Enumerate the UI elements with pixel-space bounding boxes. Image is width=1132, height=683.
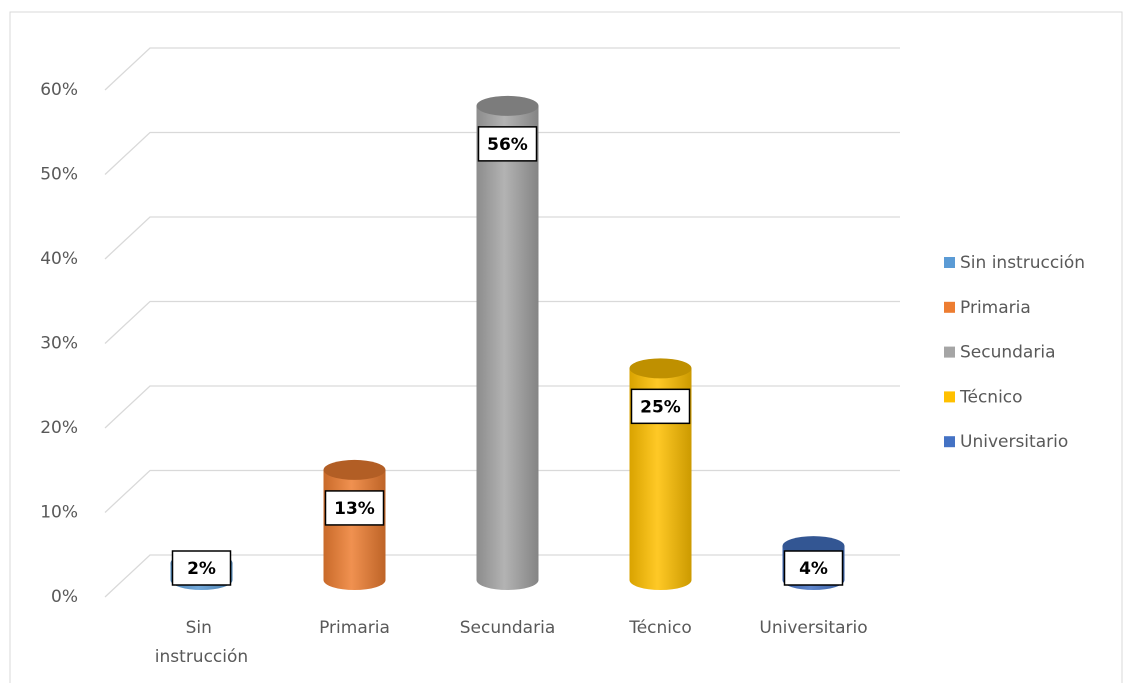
value-label-box	[324, 490, 385, 526]
x-tick-label: Universitario	[759, 618, 867, 638]
bar-top	[323, 459, 386, 480]
x-tick-label: Sin instrucción	[155, 618, 248, 667]
bar	[476, 105, 539, 580]
value-label-box	[171, 550, 232, 586]
legend-label: Sin instrucción	[960, 253, 1085, 273]
x-tick-label: Primaria	[319, 618, 390, 638]
y-tick-label: 0%	[51, 587, 78, 607]
bar-top	[476, 95, 539, 116]
y-tick-label: 40%	[40, 249, 78, 269]
legend-swatch	[944, 346, 955, 358]
y-tick-label: 10%	[40, 503, 78, 523]
value-label-box	[477, 126, 538, 162]
legend-swatch	[944, 301, 955, 313]
chart-frame	[9, 11, 1123, 683]
legend-label: Secundaria	[960, 343, 1055, 363]
value-label: 4%	[799, 559, 828, 579]
y-tick-label: 20%	[40, 418, 78, 438]
legend-label: Universitario	[960, 432, 1068, 452]
value-label: 56%	[487, 135, 528, 155]
legend-swatch	[944, 436, 955, 448]
value-label-box	[783, 550, 844, 586]
y-tick-label: 50%	[40, 165, 78, 185]
grid-line	[104, 216, 900, 260]
grid-line	[104, 47, 900, 91]
value-label-box	[630, 388, 691, 425]
y-tick-label: 30%	[40, 334, 78, 354]
value-label: 25%	[640, 397, 681, 417]
x-tick-label: Técnico	[628, 618, 692, 638]
y-tick-label: 60%	[40, 80, 78, 100]
x-tick-label: Secundaria	[460, 618, 555, 638]
value-label: 2%	[187, 559, 216, 579]
grid-line	[104, 131, 900, 175]
legend-label: Técnico	[959, 387, 1023, 407]
legend-swatch	[944, 391, 955, 403]
grid-line	[104, 300, 900, 344]
legend-swatch	[944, 257, 955, 268]
value-label: 13%	[334, 499, 375, 519]
bar-top	[629, 358, 692, 379]
legend-label: Primaria	[960, 298, 1031, 318]
